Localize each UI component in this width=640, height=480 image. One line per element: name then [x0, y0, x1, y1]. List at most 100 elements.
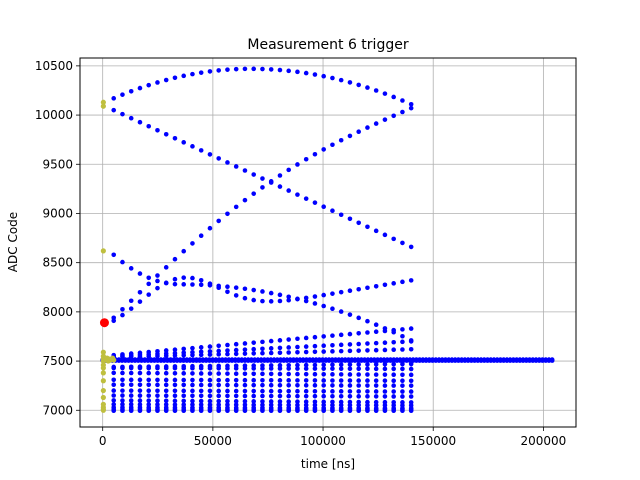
data-point — [281, 358, 287, 363]
data-point — [120, 398, 125, 403]
data-point — [382, 91, 388, 96]
data-point — [400, 279, 405, 285]
data-point — [178, 358, 183, 363]
data-point — [378, 358, 384, 363]
data-point — [268, 346, 274, 351]
data-point — [433, 358, 439, 363]
data-point — [356, 348, 361, 353]
pre-trigger-point — [100, 394, 106, 401]
data-point — [365, 389, 370, 394]
data-point — [184, 358, 190, 363]
data-point — [303, 388, 309, 394]
data-point — [181, 282, 187, 287]
data-point — [251, 408, 256, 414]
data-point — [198, 371, 204, 376]
data-point — [286, 388, 291, 394]
data-point — [517, 358, 523, 363]
data-point — [400, 327, 405, 332]
data-point — [373, 329, 379, 335]
data-point — [365, 330, 370, 335]
data-point — [286, 366, 291, 371]
data-point — [198, 377, 204, 383]
data-point — [268, 371, 274, 377]
data-point — [233, 393, 239, 399]
y-axis-label: ADC Code — [6, 212, 20, 272]
data-point — [146, 377, 152, 383]
data-point — [303, 408, 309, 414]
data-point — [225, 67, 230, 72]
data-point — [233, 351, 239, 357]
data-point — [321, 388, 326, 394]
data-point — [365, 341, 370, 346]
data-point — [268, 350, 274, 356]
pre-trigger-point — [100, 370, 106, 376]
data-point — [391, 372, 396, 378]
data-point — [163, 77, 169, 83]
data-point — [277, 388, 283, 394]
data-point — [452, 358, 458, 363]
data-point — [391, 281, 396, 286]
data-point — [294, 358, 300, 363]
data-point — [277, 382, 283, 388]
data-point — [277, 184, 283, 189]
data-point — [260, 366, 265, 371]
data-point — [323, 358, 329, 363]
data-point — [207, 349, 213, 354]
data-point — [382, 361, 388, 367]
data-point — [336, 358, 342, 363]
data-point — [216, 348, 221, 354]
data-point — [242, 388, 248, 394]
data-point — [365, 285, 370, 291]
data-point — [216, 408, 221, 414]
data-point — [163, 131, 169, 137]
data-point — [347, 348, 353, 354]
data-point — [391, 378, 396, 383]
data-point — [181, 248, 187, 254]
data-point — [129, 358, 135, 363]
data-point — [382, 366, 388, 372]
data-point — [286, 378, 291, 383]
trigger-point — [99, 318, 109, 328]
data-point — [146, 370, 152, 376]
data-point — [356, 341, 361, 347]
data-point — [258, 358, 264, 363]
data-point — [236, 358, 241, 363]
data-point — [346, 358, 351, 363]
data-point — [373, 383, 379, 388]
data-point — [146, 408, 152, 414]
data-point — [155, 273, 160, 278]
data-point — [255, 358, 261, 363]
data-point — [501, 358, 506, 363]
data-point — [286, 350, 291, 355]
data-point — [303, 70, 309, 76]
data-point — [271, 358, 277, 363]
data-point — [163, 382, 169, 388]
data-point — [408, 366, 414, 372]
data-point — [146, 123, 152, 129]
data-point — [187, 358, 193, 363]
data-point — [286, 408, 291, 414]
data-point — [225, 408, 230, 414]
data-point — [268, 290, 274, 296]
data-point — [172, 393, 178, 399]
data-point — [339, 358, 345, 363]
data-point — [181, 408, 187, 414]
data-point — [391, 366, 396, 372]
data-point — [128, 298, 134, 304]
data-point — [391, 347, 396, 353]
data-point — [268, 377, 274, 383]
data-point — [181, 365, 187, 371]
data-point — [514, 358, 519, 363]
data-point — [391, 327, 396, 333]
data-point — [310, 358, 316, 363]
data-point — [172, 276, 178, 282]
data-point — [338, 389, 344, 394]
data-point — [321, 383, 326, 388]
data-point — [297, 358, 303, 363]
data-point — [321, 408, 326, 414]
data-point — [268, 358, 274, 363]
data-point — [111, 96, 117, 101]
data-point — [320, 358, 325, 363]
data-point — [286, 337, 291, 342]
data-point — [494, 358, 500, 363]
